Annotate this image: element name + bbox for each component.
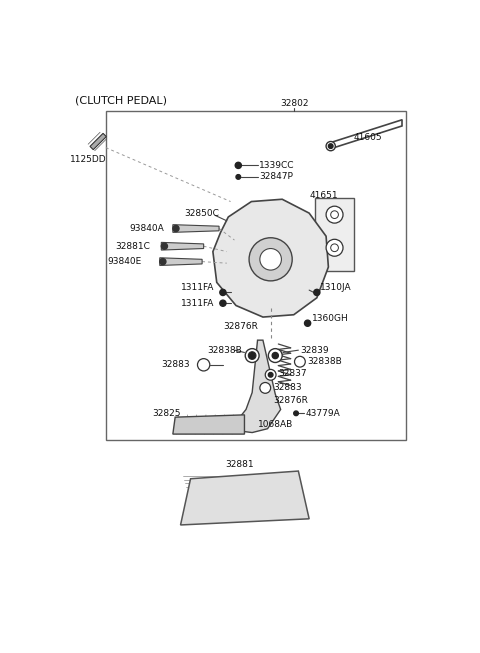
Circle shape [265, 370, 276, 380]
Text: 32883: 32883 [161, 360, 190, 370]
Circle shape [197, 358, 210, 371]
Text: 32881C: 32881C [115, 242, 150, 251]
Polygon shape [173, 415, 244, 434]
Polygon shape [161, 242, 204, 250]
Circle shape [326, 239, 343, 256]
Circle shape [295, 357, 305, 367]
Text: 1360GH: 1360GH [312, 314, 349, 323]
Text: 32876R: 32876R [223, 322, 258, 331]
Text: 1068AB: 1068AB [258, 421, 293, 430]
Circle shape [326, 206, 343, 223]
Circle shape [331, 244, 338, 251]
Text: 32838B: 32838B [308, 357, 342, 366]
Circle shape [260, 383, 271, 393]
Circle shape [304, 320, 311, 326]
Text: 32837: 32837 [278, 369, 307, 378]
Text: 32883: 32883 [273, 383, 301, 392]
Circle shape [245, 349, 259, 362]
Text: 1310JA: 1310JA [320, 283, 351, 293]
Text: 1339CC: 1339CC [259, 161, 295, 170]
Text: 32802: 32802 [281, 99, 309, 108]
Circle shape [220, 289, 226, 296]
Text: 1125DD: 1125DD [71, 155, 107, 164]
Text: 32825: 32825 [152, 409, 180, 418]
Text: 32876R: 32876R [273, 396, 308, 405]
Bar [106, 111, 406, 440]
Circle shape [249, 353, 255, 358]
Circle shape [220, 300, 226, 306]
Polygon shape [237, 340, 281, 432]
Text: 32850C: 32850C [184, 208, 219, 217]
Text: 93840E: 93840E [108, 257, 142, 266]
Circle shape [272, 353, 278, 358]
Text: 32847P: 32847P [259, 172, 293, 182]
Circle shape [328, 144, 333, 148]
Circle shape [249, 238, 292, 281]
Text: 32839: 32839 [300, 345, 328, 355]
Circle shape [236, 174, 240, 179]
Circle shape [248, 352, 256, 359]
Text: 43779A: 43779A [306, 409, 341, 418]
Text: (CLUTCH PEDAL): (CLUTCH PEDAL) [75, 95, 167, 105]
Text: 32838B: 32838B [207, 345, 242, 355]
Polygon shape [213, 199, 328, 317]
Polygon shape [173, 225, 219, 232]
Polygon shape [160, 258, 202, 266]
Text: 41651: 41651 [309, 191, 338, 200]
Circle shape [173, 225, 179, 232]
Text: 1311FA: 1311FA [180, 283, 214, 293]
Circle shape [160, 259, 166, 264]
Circle shape [314, 289, 320, 296]
Polygon shape [90, 133, 107, 150]
Circle shape [331, 211, 338, 219]
Text: 32881: 32881 [226, 460, 254, 470]
Polygon shape [180, 471, 309, 525]
Circle shape [235, 163, 241, 168]
Bar [315, 198, 354, 271]
Text: 1311FA: 1311FA [180, 298, 214, 308]
Circle shape [294, 411, 299, 415]
Circle shape [326, 142, 336, 151]
Circle shape [260, 249, 281, 270]
Circle shape [268, 372, 273, 377]
Text: 41605: 41605 [354, 133, 383, 142]
Circle shape [268, 349, 282, 362]
Text: 93840A: 93840A [129, 224, 164, 233]
Circle shape [161, 243, 168, 249]
